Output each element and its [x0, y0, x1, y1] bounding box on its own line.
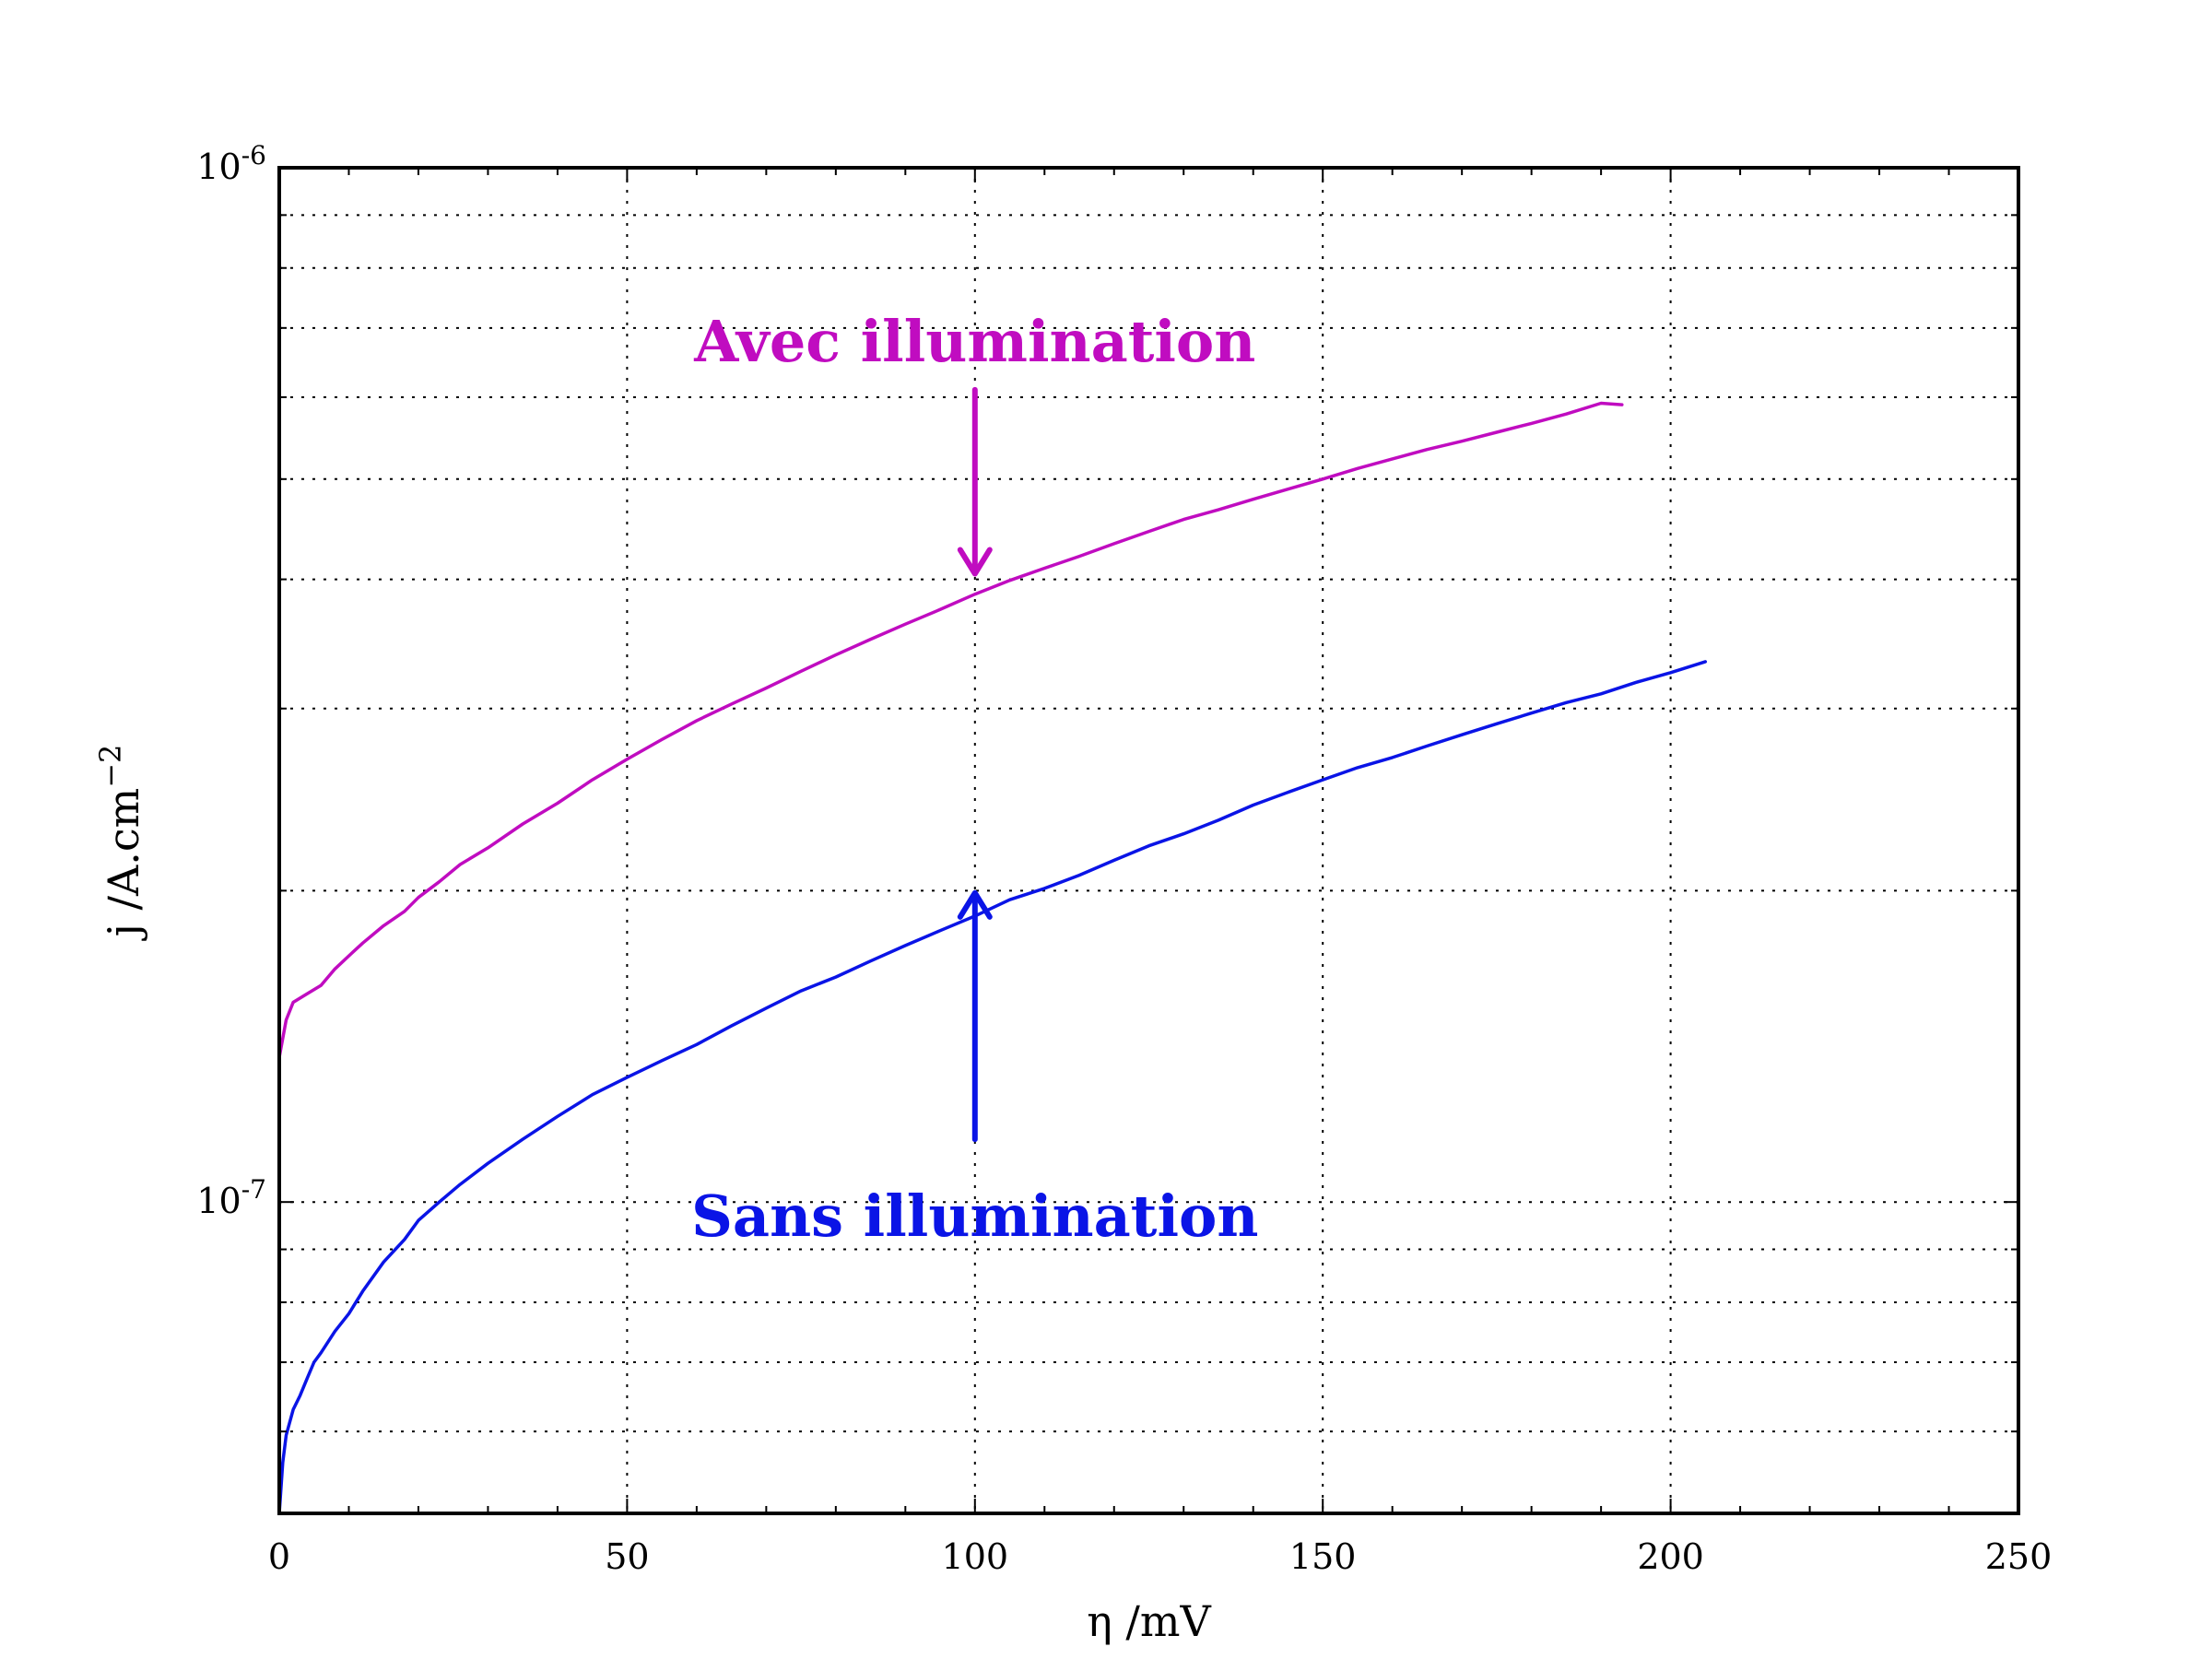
y-tick-label-base: 10 [196, 147, 241, 187]
series-layer [277, 401, 1708, 1515]
y-axis-label: j /A.cm−2 [93, 745, 148, 942]
annotation-arrow-head [957, 889, 993, 920]
x-tick-label: 250 [1985, 1536, 2053, 1577]
plot-frame [277, 166, 2020, 1515]
series-line-avec-illumination [277, 401, 1624, 1059]
series-line-sans-illumination [277, 660, 1708, 1515]
x-tick-label: 100 [942, 1536, 1009, 1577]
annotation-label: Avec illumination [693, 308, 1255, 375]
y-tick-label-exponent: -6 [241, 140, 266, 171]
y-axis-label-exponent: −2 [93, 745, 128, 788]
x-axis-label: η /mV [1087, 1596, 1211, 1646]
annotation-layer: Avec illumination Sans illumination [691, 308, 1258, 1250]
y-axis-label-base: j /A.cm [99, 788, 148, 942]
x-tick-label: 0 [268, 1536, 290, 1577]
y-tick-label-base: 10 [196, 1181, 241, 1221]
grid [279, 168, 2018, 1513]
annotation-label: Sans illumination [691, 1182, 1258, 1250]
axis-labels: η /mV j /A.cm−2 [93, 745, 1212, 1646]
x-tick-label: 150 [1289, 1536, 1357, 1577]
x-tick-label: 50 [605, 1536, 649, 1577]
y-tick-label: 10-7 [196, 1174, 266, 1221]
annotation-arrow-head [957, 547, 993, 577]
y-tick-label: 10-6 [196, 140, 266, 187]
x-tick-label: 200 [1637, 1536, 1704, 1577]
y-tick-label-exponent: -7 [241, 1174, 266, 1205]
